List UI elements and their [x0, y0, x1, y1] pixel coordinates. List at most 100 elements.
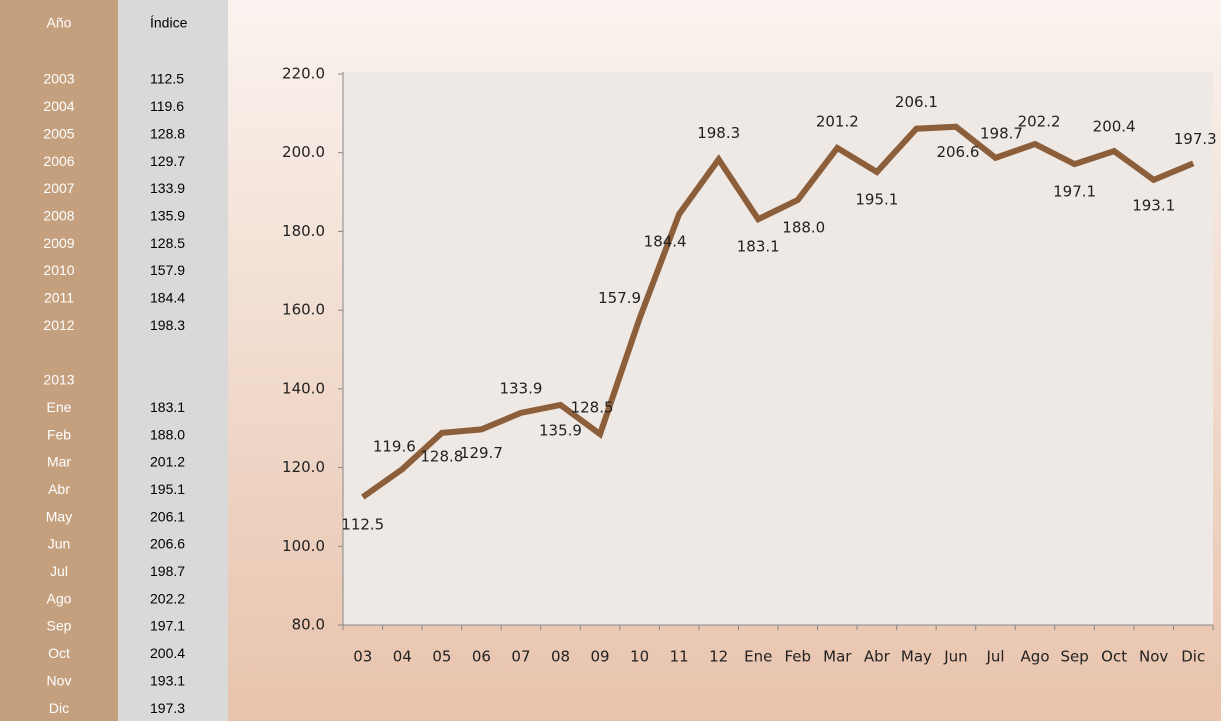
index-cell: 133.9 [150, 180, 185, 196]
x-tick-label: Abr [864, 648, 891, 666]
index-cell: 206.6 [150, 536, 185, 552]
year-cell: 2003 [43, 71, 74, 87]
year-cell: Jun [48, 536, 71, 552]
x-tick-label: Jul [985, 648, 1004, 666]
y-tick-label: 220.0 [282, 65, 325, 83]
index-cell: 129.7 [150, 153, 185, 169]
x-tick-label: Sep [1060, 648, 1088, 666]
year-cell: 2007 [43, 180, 74, 196]
data-label: 188.0 [782, 218, 825, 236]
year-cell: Mar [47, 454, 71, 470]
index-cell: 200.4 [150, 645, 185, 661]
y-tick-label: 80.0 [292, 616, 325, 634]
index-cell: 197.3 [150, 700, 185, 716]
header-cell: Año [47, 15, 72, 31]
index-cell: 183.1 [150, 399, 185, 415]
data-label: 206.1 [895, 93, 938, 111]
data-label: 206.6 [936, 143, 979, 161]
year-cell: Oct [48, 645, 70, 661]
year-cell: 2005 [43, 125, 74, 141]
year-cell: 2012 [43, 317, 74, 333]
line [361, 123, 1195, 500]
data-label: 201.2 [816, 112, 859, 130]
year-cell: Dic [49, 700, 69, 716]
y-tick-label: 100.0 [282, 537, 325, 555]
year-cell: Ago [47, 590, 72, 606]
data-label: 128.5 [571, 399, 614, 417]
data-label: 133.9 [499, 379, 542, 397]
data-label: 200.4 [1093, 118, 1136, 136]
data-label: 184.4 [644, 233, 687, 251]
index-cell: 128.8 [150, 125, 185, 141]
index-cell: 193.1 [150, 672, 185, 688]
year-cell: Ene [47, 399, 72, 415]
year-cell: 2004 [43, 98, 74, 114]
y-tick-label: 200.0 [282, 143, 325, 161]
index-cell: 184.4 [150, 290, 185, 306]
index-cell: 119.6 [150, 98, 184, 114]
y-tick-label: 140.0 [282, 379, 325, 397]
year-cell: 2009 [43, 235, 74, 251]
x-tick-label: May [901, 648, 932, 666]
data-label: 129.7 [460, 444, 503, 462]
year-cell: Feb [47, 426, 71, 442]
header-cell: Índice [150, 15, 188, 31]
data-label: 197.3 [1174, 130, 1217, 148]
year-cell: 2008 [43, 207, 74, 223]
year-cell: 2013 [43, 372, 74, 388]
y-tick-label: 180.0 [282, 222, 325, 240]
x-tick-label: Nov [1139, 648, 1168, 666]
data-label: 112.5 [341, 516, 384, 534]
index-cell: 197.1 [150, 618, 185, 634]
year-cell: 2006 [43, 153, 74, 169]
data-label: 157.9 [598, 289, 641, 307]
index-column [118, 0, 228, 721]
year-cell: May [46, 508, 72, 524]
index-cell: 198.3 [150, 317, 185, 333]
x-tick-label: 04 [393, 648, 412, 666]
plot-area [343, 72, 1213, 625]
index-cell: 206.1 [150, 508, 185, 524]
data-label: 119.6 [373, 438, 416, 456]
x-tick-label: Mar [823, 648, 852, 666]
year-cell: 2010 [43, 262, 74, 278]
x-tick-label: Dic [1181, 648, 1205, 666]
data-label: 183.1 [737, 238, 780, 256]
data-label: 202.2 [1018, 113, 1061, 131]
x-tick-label: Ene [744, 648, 772, 666]
data-label: 193.1 [1132, 196, 1175, 214]
x-tick-label: Oct [1101, 648, 1127, 666]
x-tick-label: 03 [353, 648, 372, 666]
index-cell: 201.2 [150, 454, 185, 470]
year-cell: Nov [47, 672, 72, 688]
data-label: 195.1 [855, 190, 898, 208]
data-label: 128.8 [420, 447, 463, 465]
index-cell: 157.9 [150, 262, 185, 278]
index-cell: 202.2 [150, 590, 185, 606]
x-tick-label: 05 [432, 648, 451, 666]
data-label: 198.3 [697, 124, 740, 142]
x-tick-label: Feb [784, 648, 811, 666]
x-tick-label: 07 [511, 648, 530, 666]
index-cell: 135.9 [150, 207, 185, 223]
y-tick-label: 160.0 [282, 301, 325, 319]
year-cell: 2011 [44, 290, 74, 306]
x-tick-label: 09 [590, 648, 609, 666]
x-tick-label: 10 [630, 648, 649, 666]
index-cell: 188.0 [150, 426, 185, 442]
data-label: 135.9 [539, 421, 582, 439]
index-cell: 195.1 [150, 481, 185, 497]
y-tick-label: 120.0 [282, 458, 325, 476]
index-cell: 112.5 [150, 71, 184, 87]
index-cell: 128.5 [150, 235, 185, 251]
x-tick-label: Jun [943, 648, 967, 666]
x-tick-label: 06 [472, 648, 491, 666]
year-cell: Abr [48, 481, 70, 497]
year-column [0, 0, 118, 721]
year-cell: Sep [47, 618, 72, 634]
year-cell: Jul [50, 563, 68, 579]
x-tick-label: 08 [551, 648, 570, 666]
x-tick-label: 12 [709, 648, 728, 666]
x-tick-label: Ago [1021, 648, 1050, 666]
